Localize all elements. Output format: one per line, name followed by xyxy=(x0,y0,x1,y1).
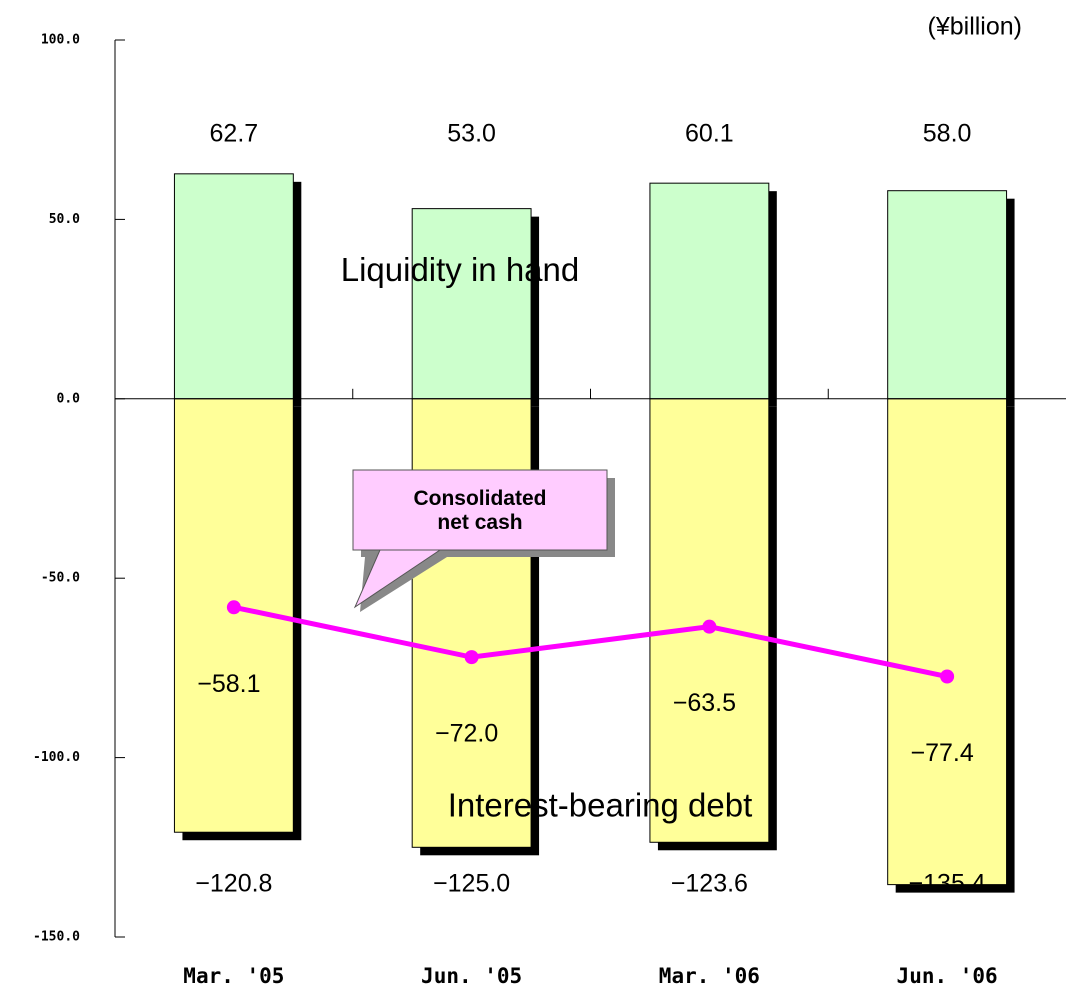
value-label: −135.4 xyxy=(909,870,986,898)
net-cash-point xyxy=(702,619,717,634)
debt-label: Interest-bearing debt xyxy=(448,787,753,824)
x-tick-label: Mar. '05 xyxy=(183,964,284,988)
y-tick-label: 0.0 xyxy=(57,391,81,406)
bar xyxy=(887,398,1008,886)
net-cash-line xyxy=(233,604,948,679)
y-tick-label: -150.0 xyxy=(33,930,80,945)
y-tick-label: 50.0 xyxy=(49,212,80,227)
value-label: 60.1 xyxy=(685,120,734,148)
y-tick-label: -50.0 xyxy=(41,571,80,586)
callout-fo: Consolidated net cash xyxy=(413,487,547,534)
liquidity-label: Liquidity in hand xyxy=(340,251,580,288)
bar xyxy=(411,208,532,400)
liquidity-label-fo: Liquidity in hand xyxy=(340,251,580,288)
net-cash-point xyxy=(940,669,955,684)
y-tick-label: -100.0 xyxy=(33,750,80,765)
y-tick-label: 100.0 xyxy=(41,33,80,48)
value-label: −123.6 xyxy=(671,870,748,898)
value-label: 53.0 xyxy=(447,120,496,148)
bar xyxy=(411,398,532,848)
bar xyxy=(887,190,1008,400)
value-label: 58.0 xyxy=(923,120,972,148)
value-label: −120.8 xyxy=(195,870,272,898)
value-label: −125.0 xyxy=(433,870,510,898)
net-cash-point xyxy=(226,600,241,615)
value-label: −72.0 xyxy=(435,720,498,748)
value-label: 62.7 xyxy=(210,120,259,148)
value-label: −77.4 xyxy=(910,739,973,767)
value-label: −63.5 xyxy=(673,689,736,717)
x-tick-label: Jun. '06 xyxy=(897,964,998,988)
bar xyxy=(173,173,294,400)
value-label: −58.1 xyxy=(197,670,260,698)
unit-label: (¥billion) xyxy=(928,13,1022,41)
callout-box xyxy=(352,469,608,551)
net-cash-point xyxy=(464,650,479,665)
callout: Consolidated net cash xyxy=(352,469,615,612)
callout-text: Consolidated net cash xyxy=(413,487,547,534)
x-tick-label: Mar. '06 xyxy=(659,964,760,988)
x-tick-label: Jun. '05 xyxy=(421,964,522,988)
bar xyxy=(649,182,770,400)
